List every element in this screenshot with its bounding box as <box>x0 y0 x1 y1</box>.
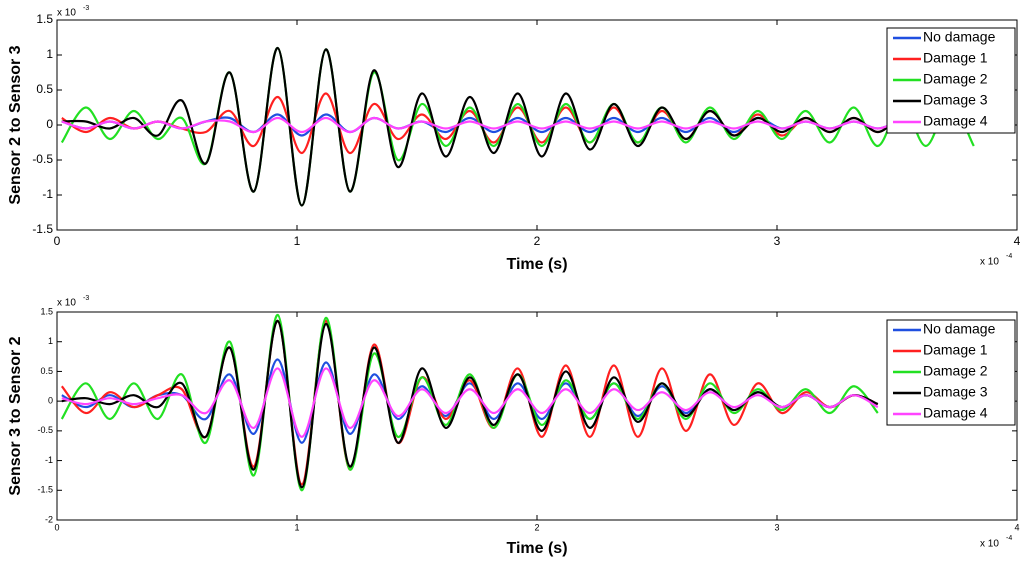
y-tick-label: 1 <box>46 47 53 61</box>
plot-area <box>56 19 1018 231</box>
y-tick-label: -1 <box>45 455 53 465</box>
y-axis-label: Sensor 3 to Sensor 2 <box>7 336 24 495</box>
legend-label: Damage 3 <box>923 384 988 400</box>
x-tick-label: 3 <box>774 522 779 532</box>
y-tick-label: -1 <box>42 187 53 201</box>
y-multiplier: x 10 <box>57 298 76 309</box>
legend-label: Damage 4 <box>923 113 988 129</box>
y-tick-label: -1.5 <box>37 485 53 495</box>
series-line <box>61 367 879 438</box>
x-tick-label: 4 <box>1014 522 1019 532</box>
y-tick-label: 1 <box>48 336 53 346</box>
x-axis-label: Time (s) <box>506 540 567 557</box>
legend-label: Damage 1 <box>923 50 988 66</box>
y-tick-label: 1.5 <box>40 306 53 316</box>
x-tick-label: 1 <box>294 234 301 248</box>
legend-label: Damage 2 <box>923 71 988 87</box>
x-tick-label: 2 <box>534 522 539 532</box>
legend-label: Damage 2 <box>923 363 988 379</box>
y-multiplier: x 10 <box>57 8 76 19</box>
y-tick-label: -0.5 <box>32 152 53 166</box>
x-multiplier-exponent: -4 <box>1006 535 1012 542</box>
x-tick-label: 4 <box>1014 234 1021 248</box>
y-tick-label: 0 <box>46 117 53 131</box>
y-multiplier-exponent: -3 <box>83 295 89 302</box>
y-axis-label: Sensor 2 to Sensor 3 <box>7 45 24 204</box>
legend-label: Damage 3 <box>923 92 988 108</box>
x-tick-label: 1 <box>294 522 299 532</box>
y-tick-label: -2 <box>45 514 53 524</box>
series-line <box>61 46 975 207</box>
series-line <box>61 116 975 134</box>
legend-label: Damage 1 <box>923 342 988 358</box>
x-multiplier: x 10 <box>980 539 999 550</box>
y-tick-label: 0 <box>48 396 53 406</box>
y-tick-label: 0.5 <box>40 366 53 376</box>
y-tick-label: 1.5 <box>36 12 53 26</box>
x-multiplier-exponent: -4 <box>1006 253 1012 260</box>
legend-label: No damage <box>923 321 996 337</box>
x-tick-label: 0 <box>54 234 61 248</box>
legend-label: Damage 4 <box>923 405 988 421</box>
x-axis-label: Time (s) <box>506 256 567 273</box>
x-tick-label: 0 <box>54 522 59 532</box>
x-tick-label: 2 <box>534 234 541 248</box>
y-tick-label: -0.5 <box>37 425 53 435</box>
x-tick-label: 3 <box>774 234 781 248</box>
y-multiplier-exponent: -3 <box>83 5 89 12</box>
legend-label: No damage <box>923 29 996 45</box>
x-multiplier: x 10 <box>980 257 999 268</box>
y-tick-label: 0.5 <box>36 82 53 96</box>
y-tick-label: -1.5 <box>32 222 53 236</box>
